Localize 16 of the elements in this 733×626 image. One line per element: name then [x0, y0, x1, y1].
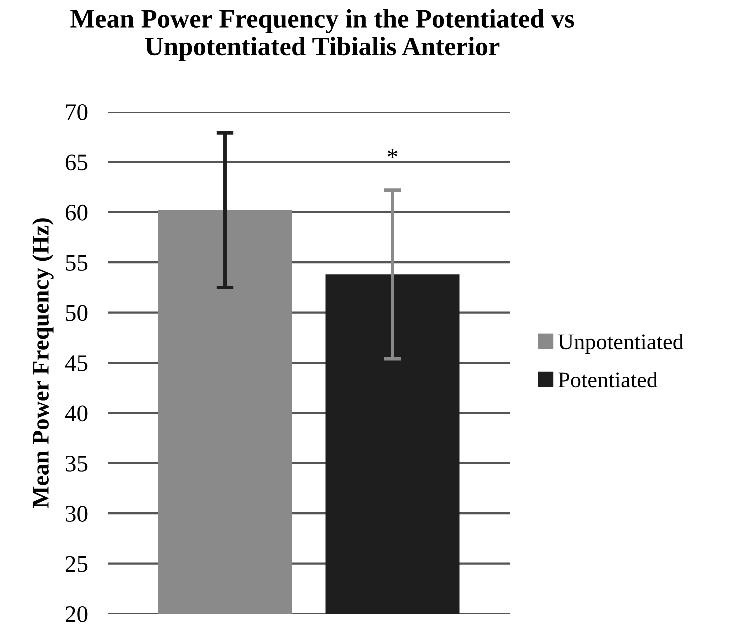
chart-title: Mean Power Frequency in the Potentiated vs Unpotentiated Tibialis Anterior — [70, 9, 574, 61]
y-tick-label: 45 — [65, 356, 88, 372]
y-tick-label: 25 — [66, 556, 88, 572]
legend-label: Unpotentiated — [558, 334, 684, 354]
y-tick-label: 35 — [66, 456, 88, 472]
y-axis-title: Mean Power Frequency (Hz) — [32, 218, 54, 508]
legend-label: Potentiated — [558, 372, 658, 388]
y-tick-label: 55 — [66, 255, 88, 272]
y-tick-label: 70 — [66, 104, 88, 120]
annotation: * — [388, 149, 398, 158]
y-tick-label: 30 — [66, 506, 88, 522]
y-tick-label: 20 — [66, 606, 88, 622]
y-tick-label: 40 — [65, 406, 88, 422]
y-tick-label: 50 — [66, 305, 88, 322]
y-tick-label: 65 — [66, 154, 88, 171]
y-tick-label: 60 — [66, 204, 88, 221]
